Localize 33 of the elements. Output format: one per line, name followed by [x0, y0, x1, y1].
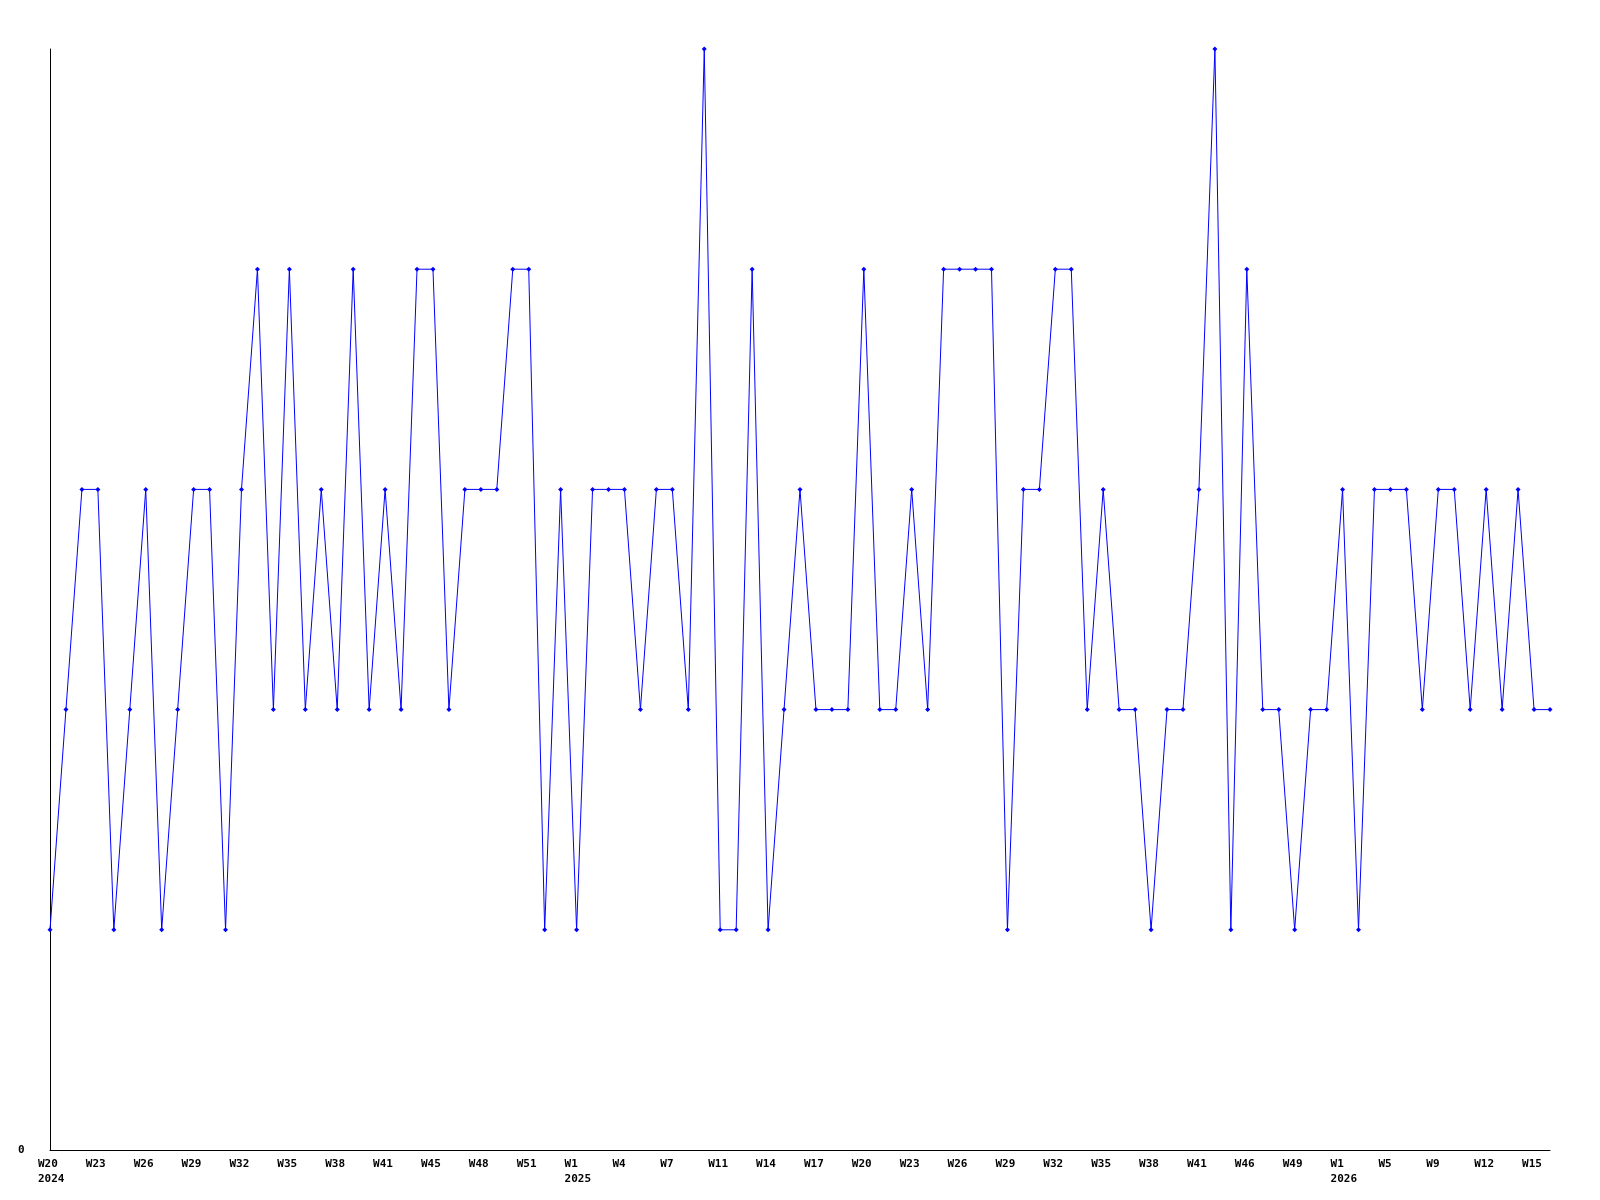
- x-tick-label: W26: [133, 1157, 154, 1170]
- x-tick-label: W41: [373, 1157, 394, 1170]
- x-tick-label: W7: [660, 1157, 674, 1170]
- x-tick-label: W1 2026: [1330, 1157, 1358, 1185]
- x-tick-label: W26: [947, 1157, 968, 1170]
- x-tick-label: W9: [1426, 1157, 1440, 1170]
- x-tick-label: W29: [181, 1157, 202, 1170]
- x-tick-label: W11: [708, 1157, 729, 1170]
- x-tick-label: W5: [1378, 1157, 1392, 1170]
- x-tick-label: W46: [1234, 1157, 1256, 1170]
- x-tick-label: W38: [1139, 1157, 1159, 1170]
- x-tick-label: W14: [756, 1157, 777, 1170]
- x-tick-label: W35: [277, 1157, 298, 1170]
- x-tick-label: W15: [1522, 1157, 1542, 1170]
- x-tick-label: W4: [612, 1157, 627, 1170]
- x-tick-label: W20: [851, 1157, 872, 1170]
- x-tick-label: W23: [899, 1157, 920, 1170]
- x-tick-label: W48: [468, 1157, 489, 1170]
- x-tick-label: W41: [1186, 1157, 1208, 1170]
- x-tick-label: W17: [803, 1157, 824, 1170]
- text: 0: [18, 1143, 25, 1156]
- x-tick-label: W35: [1091, 1157, 1112, 1170]
- x-tick-label: W51: [516, 1157, 537, 1170]
- x-tick-label: W38: [325, 1157, 346, 1170]
- x-tick-label: W12: [1474, 1157, 1495, 1170]
- x-tick-label: W32: [229, 1157, 250, 1170]
- x-tick-label: W45: [420, 1157, 441, 1170]
- x-tick-label: W49: [1282, 1157, 1303, 1170]
- x-tick-label: W29: [995, 1157, 1016, 1170]
- x-tick-label: W23: [85, 1157, 106, 1170]
- x-tick-label: W20 2024: [38, 1157, 65, 1185]
- x-tick-label: W32: [1043, 1157, 1064, 1170]
- x-tick-label: W1 2025: [564, 1157, 592, 1185]
